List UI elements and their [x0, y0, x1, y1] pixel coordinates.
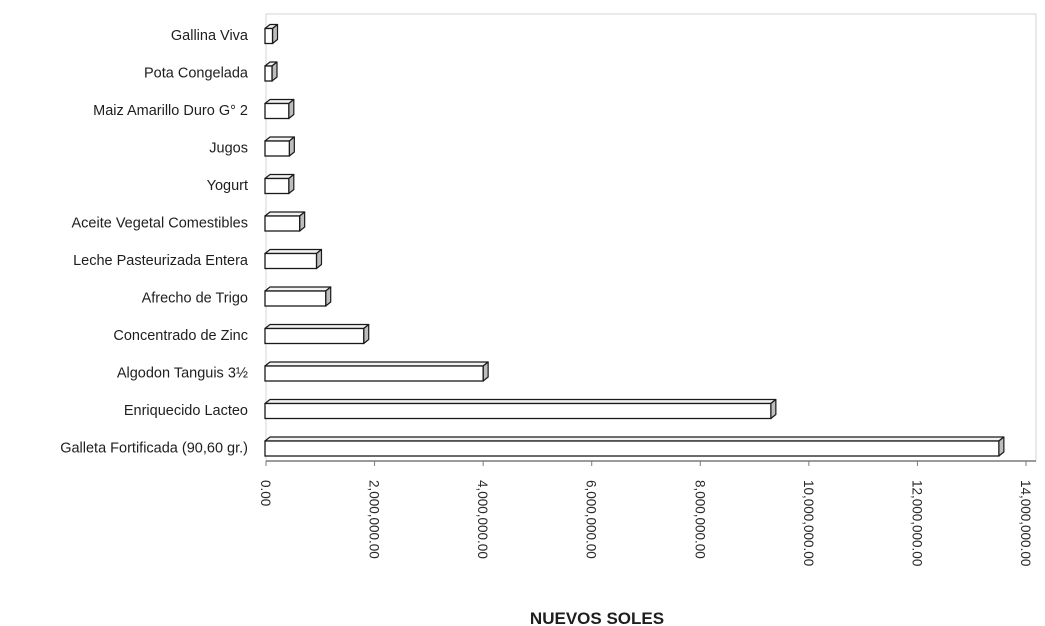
bar [264, 136, 295, 157]
category-label: Enriquecido Lacteo [124, 403, 248, 419]
category-label: Galleta Fortificada (90,60 gr.) [60, 441, 248, 457]
x-tick-label: 8,000,000.00 [692, 480, 707, 559]
category-label: Concentrado de Zinc [113, 328, 248, 344]
x-ticks-group: 0.00 2,000,000.00 4,000,000.00 6,000,000.00… [258, 461, 1033, 566]
category-label: Maiz Amarillo Duro G° 2 [93, 103, 248, 119]
x-tick-label: 14,000,000.00 [1018, 480, 1033, 566]
category-label: Leche Pasteurizada Entera [73, 253, 249, 269]
category-label: Yogurt [207, 178, 248, 194]
bar [264, 173, 295, 195]
bar [264, 248, 323, 270]
bar [264, 98, 295, 120]
bar [264, 23, 279, 45]
bars-group [264, 23, 1005, 457]
category-label: Aceite Vegetal Comestibles [71, 216, 248, 232]
x-tick-label: 0.00 [258, 480, 273, 506]
bar [264, 211, 306, 232]
bar [264, 398, 777, 420]
x-tick-label: 6,000,000.00 [584, 480, 599, 559]
category-labels-group: Gallina Viva Pota Congelada Maiz Amarillo … [60, 28, 249, 457]
x-tick-label: 12,000,000.00 [909, 480, 924, 566]
category-label: Jugos [209, 141, 248, 157]
category-label: Algodon Tanguis 3½ [117, 366, 248, 382]
bar [264, 436, 1005, 457]
category-label: Pota Congelada [144, 66, 249, 82]
x-tick-label: 4,000,000.00 [475, 480, 490, 559]
category-label: Gallina Viva [171, 28, 249, 44]
bar [264, 361, 489, 382]
bar [264, 286, 332, 307]
bar [264, 61, 278, 82]
x-tick-label: 2,000,000.00 [367, 480, 382, 559]
bar [264, 323, 370, 345]
x-axis-title: NUEVOS SOLES [530, 609, 664, 626]
plot-frame [265, 13, 1037, 462]
x-tick-label: 10,000,000.00 [801, 480, 816, 566]
category-label: Afrecho de Trigo [142, 291, 248, 307]
